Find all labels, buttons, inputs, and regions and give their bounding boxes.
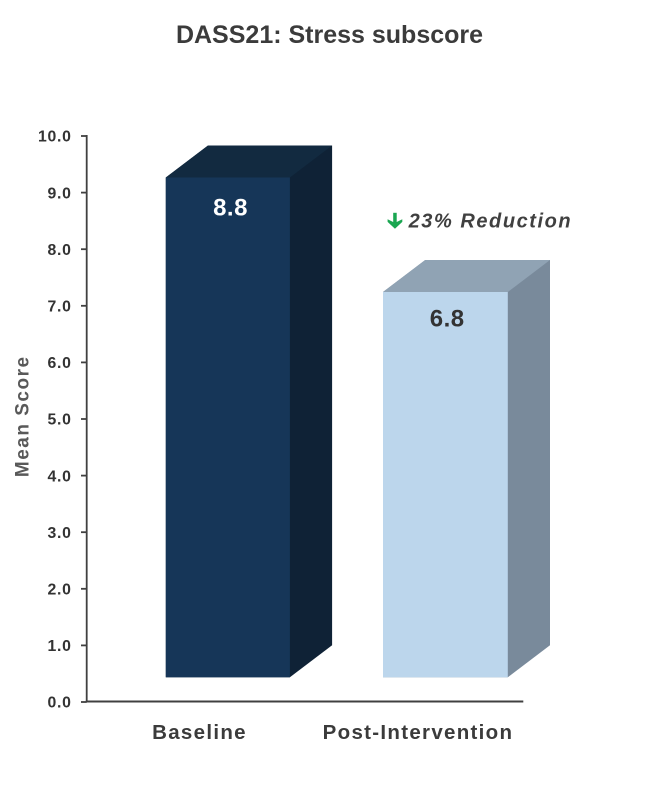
svg-text:Baseline: Baseline (152, 721, 247, 744)
svg-text:7.0: 7.0 (47, 299, 71, 316)
svg-text:4.0: 4.0 (47, 468, 71, 485)
svg-text:5.0: 5.0 (47, 412, 71, 429)
svg-text:3.0: 3.0 (47, 525, 71, 542)
svg-text:23% Reduction: 23% Reduction (408, 210, 573, 232)
svg-text:9.0: 9.0 (47, 185, 71, 202)
svg-text:Mean Score: Mean Score (13, 355, 34, 477)
svg-text:0.0: 0.0 (47, 695, 71, 712)
svg-text:6.8: 6.8 (430, 306, 465, 333)
svg-text:6.0: 6.0 (47, 355, 71, 372)
svg-text:1.0: 1.0 (47, 638, 71, 655)
svg-text:Post-Intervention: Post-Intervention (323, 721, 514, 744)
svg-text:10.0: 10.0 (38, 129, 72, 146)
svg-text:2.0: 2.0 (47, 582, 71, 599)
svg-text:8.0: 8.0 (47, 242, 71, 259)
svg-text:8.8: 8.8 (213, 194, 248, 221)
svg-text:DASS21: Stress subscore: DASS21: Stress subscore (176, 21, 483, 49)
